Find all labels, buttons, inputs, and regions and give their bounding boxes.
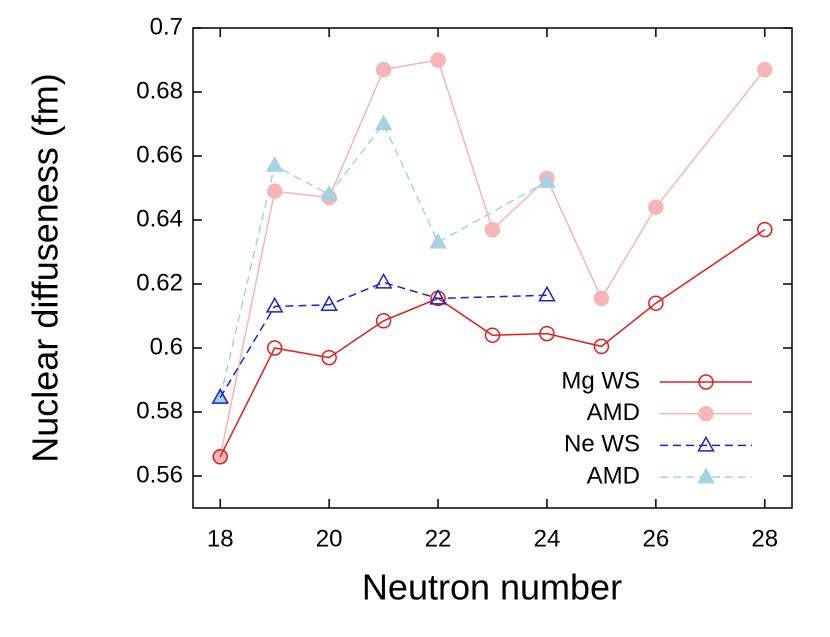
y-tick-label: 0.64 — [136, 205, 183, 232]
plot-frame — [192, 27, 793, 509]
x-tick-label: 26 — [643, 525, 670, 552]
data-point — [593, 290, 610, 307]
data-point — [265, 296, 284, 313]
x-axis-title: Neutron number — [362, 567, 622, 608]
series-line — [219, 122, 548, 398]
series-line — [219, 228, 766, 458]
data-point — [429, 288, 447, 305]
data-point — [320, 184, 338, 201]
data-point — [374, 272, 393, 289]
legend-label: AMD — [587, 462, 640, 489]
data-point — [374, 114, 393, 131]
legend-marker — [697, 467, 715, 484]
data-point — [265, 156, 284, 172]
legend-marker — [698, 374, 714, 390]
legend-label: Mg WS — [561, 367, 640, 394]
data-point — [430, 52, 446, 68]
data-point — [266, 183, 283, 199]
data-point — [757, 221, 773, 238]
data-point — [321, 349, 337, 366]
data-point — [212, 449, 228, 465]
data-point — [266, 340, 283, 356]
data-point — [648, 199, 664, 215]
data-point — [539, 325, 555, 342]
data-point — [538, 172, 556, 188]
legend-marker — [698, 405, 714, 422]
data-point — [375, 313, 392, 329]
legend-label: AMD — [587, 399, 640, 426]
x-tick-label: 24 — [534, 525, 561, 552]
legend-label: Ne WS — [564, 431, 640, 458]
x-tick-label: 18 — [207, 525, 234, 552]
y-tick-label: 0.66 — [136, 141, 183, 168]
y-tick-label: 0.58 — [136, 397, 183, 424]
legend-marker — [697, 435, 715, 452]
y-tick-label: 0.6 — [150, 333, 183, 360]
x-tick-label: 22 — [425, 525, 452, 552]
y-tick-label: 0.62 — [136, 269, 183, 296]
data-point — [757, 61, 773, 78]
data-point — [593, 338, 610, 355]
series-line — [219, 59, 766, 457]
data-point — [648, 295, 664, 311]
y-tick-label: 0.56 — [136, 461, 183, 488]
data-point — [211, 388, 230, 404]
x-tick-label: 20 — [316, 525, 343, 552]
data-point — [484, 221, 501, 238]
y-axis-title: Nuclear diffuseness (fm) — [25, 73, 66, 462]
data-point — [375, 61, 392, 78]
y-tick-label: 0.7 — [150, 13, 183, 40]
x-tick-label: 28 — [751, 525, 778, 552]
data-point — [320, 295, 338, 312]
y-tick-label: 0.68 — [136, 77, 183, 104]
data-point — [484, 327, 501, 343]
data-point — [429, 232, 447, 249]
data-point — [538, 285, 556, 302]
